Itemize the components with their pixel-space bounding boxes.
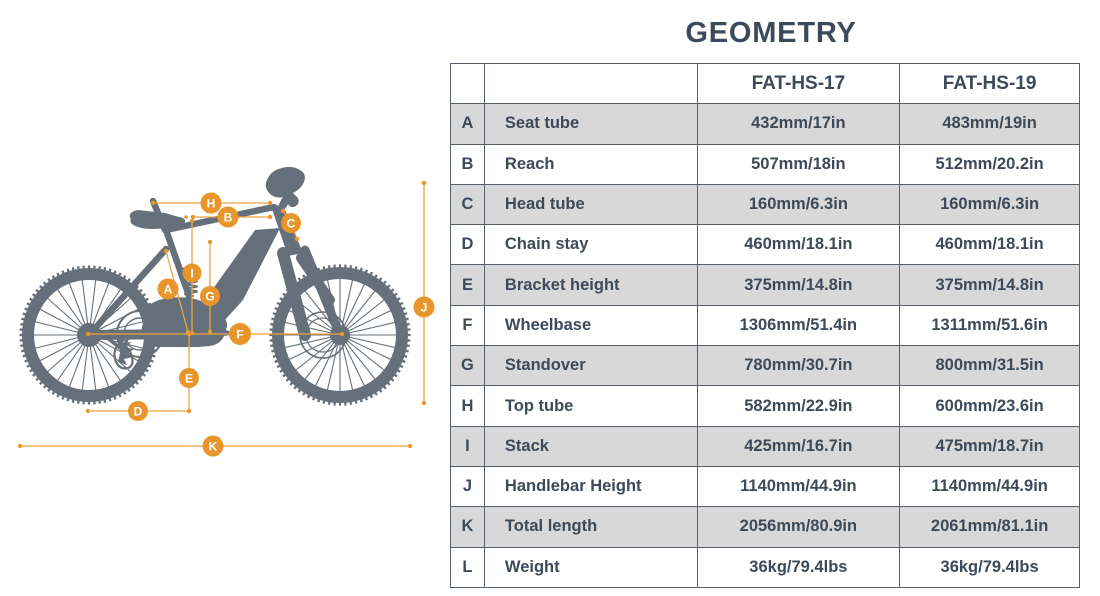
svg-text:I: I	[190, 266, 193, 280]
svg-text:G: G	[205, 289, 214, 303]
svg-text:B: B	[224, 210, 233, 224]
svg-text:F: F	[236, 327, 243, 341]
svg-text:D: D	[134, 404, 143, 418]
svg-text:C: C	[287, 216, 296, 230]
svg-text:A: A	[164, 282, 173, 296]
svg-text:K: K	[209, 439, 218, 453]
svg-text:H: H	[207, 196, 216, 210]
svg-text:E: E	[185, 371, 193, 385]
svg-text:J: J	[421, 300, 428, 314]
